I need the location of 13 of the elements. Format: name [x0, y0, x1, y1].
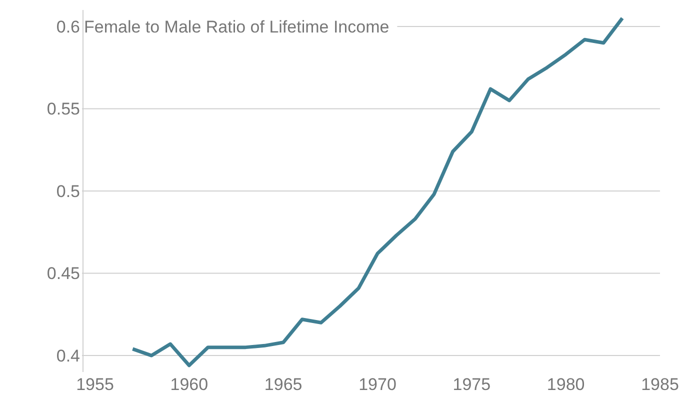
- x-tick-label: 1975: [452, 375, 491, 394]
- y-tick-label: 0.55: [46, 100, 80, 119]
- y-tick-label: 0.45: [46, 264, 80, 284]
- x-tick-label: 1965: [264, 375, 302, 394]
- x-tick-label: 1970: [358, 375, 396, 394]
- x-tick-label: 1985: [641, 375, 679, 394]
- x-tick-label: 1980: [546, 375, 585, 394]
- x-tick-label: 1960: [170, 375, 208, 394]
- y-tick-label: 0.5: [56, 182, 80, 201]
- y-tick-label: 0.4: [56, 346, 80, 366]
- y-axis-title: Female to Male Ratio of Lifetime Income: [84, 17, 390, 36]
- y-tick-label: 0.6: [56, 17, 80, 36]
- x-tick-label: 1955: [76, 375, 114, 394]
